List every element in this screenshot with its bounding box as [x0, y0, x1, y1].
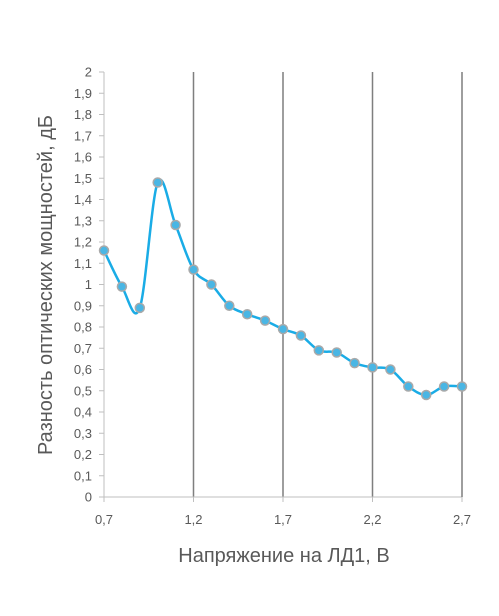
data-point — [98, 245, 110, 256]
y-tick-label: 0 — [85, 490, 92, 505]
data-point — [403, 381, 414, 392]
y-tick-label: 0,3 — [74, 426, 92, 441]
data-point — [331, 347, 342, 358]
x-tick-label: 2,7 — [453, 512, 471, 527]
x-axis-label: Напряжение на ЛД1, В — [178, 545, 390, 567]
y-tick-label: 1,4 — [74, 192, 92, 207]
y-tick-label: 1,7 — [74, 128, 92, 143]
y-tick-labels: 0 0,1 0,2 0,3 0,4 0,5 0,6 0,7 0,8 0,9 1 1,1 1,2 1,3 1,… — [74, 65, 92, 505]
data-point — [385, 364, 396, 375]
y-tick-label: 1 — [85, 277, 92, 292]
y-tick-label: 0,7 — [74, 341, 92, 356]
data-point — [420, 389, 432, 401]
y-tick-label: 0,4 — [74, 405, 92, 420]
data-markers — [98, 177, 468, 401]
data-point — [224, 300, 235, 311]
data-point — [152, 177, 163, 188]
y-tick-label: 1,5 — [74, 171, 92, 186]
y-tick-label: 0,9 — [74, 298, 92, 313]
data-point — [241, 309, 253, 320]
y-tick-label: 1,8 — [74, 107, 92, 122]
x-tick-label: 1,7 — [274, 512, 292, 527]
y-tick-label: 1,9 — [74, 86, 92, 101]
data-point — [206, 279, 217, 290]
x-tick-label: 2,2 — [363, 512, 381, 527]
axes — [99, 71, 463, 502]
y-axis-label: Разность оптических мощностей, дБ — [35, 115, 57, 455]
data-point — [134, 302, 146, 314]
y-tick-label: 0,5 — [74, 383, 92, 398]
data-point — [438, 381, 450, 392]
data-point — [367, 362, 378, 373]
x-tick-label: 1,2 — [184, 512, 202, 527]
x-tick-labels: 0,7 1,2 1,7 2,2 2,7 — [95, 512, 471, 527]
y-tick-label: 0,2 — [74, 447, 92, 462]
data-point — [313, 345, 325, 356]
y-tick-label: 2 — [85, 65, 92, 80]
data-point — [277, 323, 289, 335]
x-tick-label: 0,7 — [95, 512, 113, 527]
y-tick-label: 0,6 — [74, 362, 92, 377]
data-point — [259, 315, 271, 326]
data-point — [116, 281, 128, 292]
y-tick-label: 1,6 — [74, 150, 92, 165]
data-point — [456, 381, 468, 392]
data-point — [295, 330, 307, 341]
data-point — [170, 219, 181, 231]
data-point — [349, 357, 360, 369]
y-tick-label: 1,1 — [74, 256, 92, 271]
y-tick-label: 1,2 — [74, 235, 92, 250]
y-tick-label: 1,3 — [74, 213, 92, 228]
gridlines — [192, 72, 374, 497]
y-tick-label: 0,8 — [74, 320, 92, 335]
y-tick-label: 0,1 — [74, 468, 92, 483]
data-point — [188, 264, 199, 275]
